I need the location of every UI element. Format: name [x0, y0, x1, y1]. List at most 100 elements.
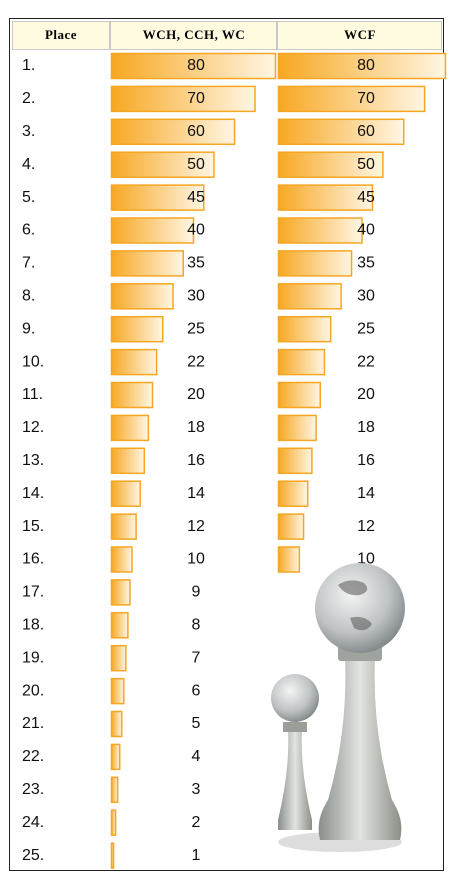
value: 14 [187, 485, 205, 502]
value: 25 [187, 320, 205, 337]
value: 25 [357, 320, 375, 337]
value: 40 [357, 222, 375, 239]
bar [112, 218, 194, 243]
bar [112, 744, 120, 769]
bar [279, 350, 325, 375]
value: 70 [187, 90, 205, 107]
value: 3 [192, 781, 201, 798]
value: 70 [357, 90, 375, 107]
page: Place WCH, CCH, WC WCF 1. 80 80 2. 70 70 3. 60 6… [0, 0, 453, 877]
place: 25. [22, 847, 44, 864]
bar [279, 481, 308, 506]
bar [279, 284, 342, 309]
bar [112, 317, 163, 342]
header: WCH, CCH, WC [143, 27, 246, 42]
bar [279, 415, 317, 440]
bar [279, 86, 425, 111]
value: 8 [192, 617, 201, 634]
bar [112, 810, 116, 835]
bar [112, 119, 235, 144]
bar [112, 251, 184, 276]
value: 30 [357, 288, 375, 305]
bar [112, 448, 145, 473]
header: Place [45, 27, 77, 42]
value: 40 [187, 222, 205, 239]
place: 16. [22, 551, 44, 568]
value: 50 [187, 156, 205, 173]
bar [279, 251, 352, 276]
place: 20. [22, 682, 44, 699]
value: 20 [357, 386, 375, 403]
place: 12. [22, 419, 44, 436]
bar [112, 350, 157, 375]
bar [112, 646, 126, 671]
value: 30 [187, 288, 205, 305]
place: 1. [22, 57, 35, 74]
bar [279, 383, 321, 408]
value: 60 [187, 123, 205, 140]
bar [112, 383, 153, 408]
value: 2 [192, 814, 201, 831]
value: 16 [187, 452, 205, 469]
value: 10 [187, 551, 205, 568]
bar [279, 218, 363, 243]
value: 1 [192, 847, 201, 864]
bar [279, 448, 312, 473]
bar [112, 580, 130, 605]
place: 21. [22, 715, 44, 732]
value: 4 [192, 748, 201, 765]
value: 7 [192, 649, 201, 666]
bar [112, 481, 141, 506]
value: 14 [357, 485, 375, 502]
place: 9. [22, 320, 35, 337]
bar [112, 514, 137, 539]
bar [112, 284, 174, 309]
value: 6 [192, 682, 201, 699]
bar [112, 843, 114, 868]
place: 24. [22, 814, 44, 831]
place: 17. [22, 584, 44, 601]
bar [112, 415, 149, 440]
place: 7. [22, 255, 35, 272]
value: 20 [187, 386, 205, 403]
bar [112, 86, 256, 111]
value: 50 [357, 156, 375, 173]
value: 12 [187, 518, 205, 535]
bar [112, 613, 128, 638]
value: 60 [357, 123, 375, 140]
place: 14. [22, 485, 44, 502]
value: 80 [357, 57, 375, 74]
value: 16 [357, 452, 375, 469]
value: 35 [187, 255, 205, 272]
value: 22 [357, 353, 375, 370]
bar [112, 547, 133, 572]
value: 9 [192, 584, 201, 601]
place: 5. [22, 189, 35, 206]
value: 35 [357, 255, 375, 272]
place: 8. [22, 288, 35, 305]
place: 2. [22, 90, 35, 107]
bar [279, 514, 304, 539]
place: 4. [22, 156, 35, 173]
place: 3. [22, 123, 35, 140]
place: 22. [22, 748, 44, 765]
header: WCF [344, 27, 376, 42]
value: 45 [357, 189, 375, 206]
place: 6. [22, 222, 35, 239]
bar [279, 317, 331, 342]
place: 19. [22, 649, 44, 666]
bar [112, 712, 122, 737]
place: 11. [22, 386, 43, 403]
place: 23. [22, 781, 44, 798]
table-chart: Place WCH, CCH, WC WCF 1. 80 80 2. 70 70 3. 60 6… [0, 0, 453, 877]
value: 18 [187, 419, 205, 436]
bar [112, 679, 124, 704]
value: 12 [357, 518, 375, 535]
place: 13. [22, 452, 44, 469]
bar [279, 119, 404, 144]
bar [112, 777, 118, 802]
value: 80 [187, 57, 205, 74]
value: 18 [357, 419, 375, 436]
place: 10. [22, 353, 44, 370]
value: 5 [192, 715, 201, 732]
